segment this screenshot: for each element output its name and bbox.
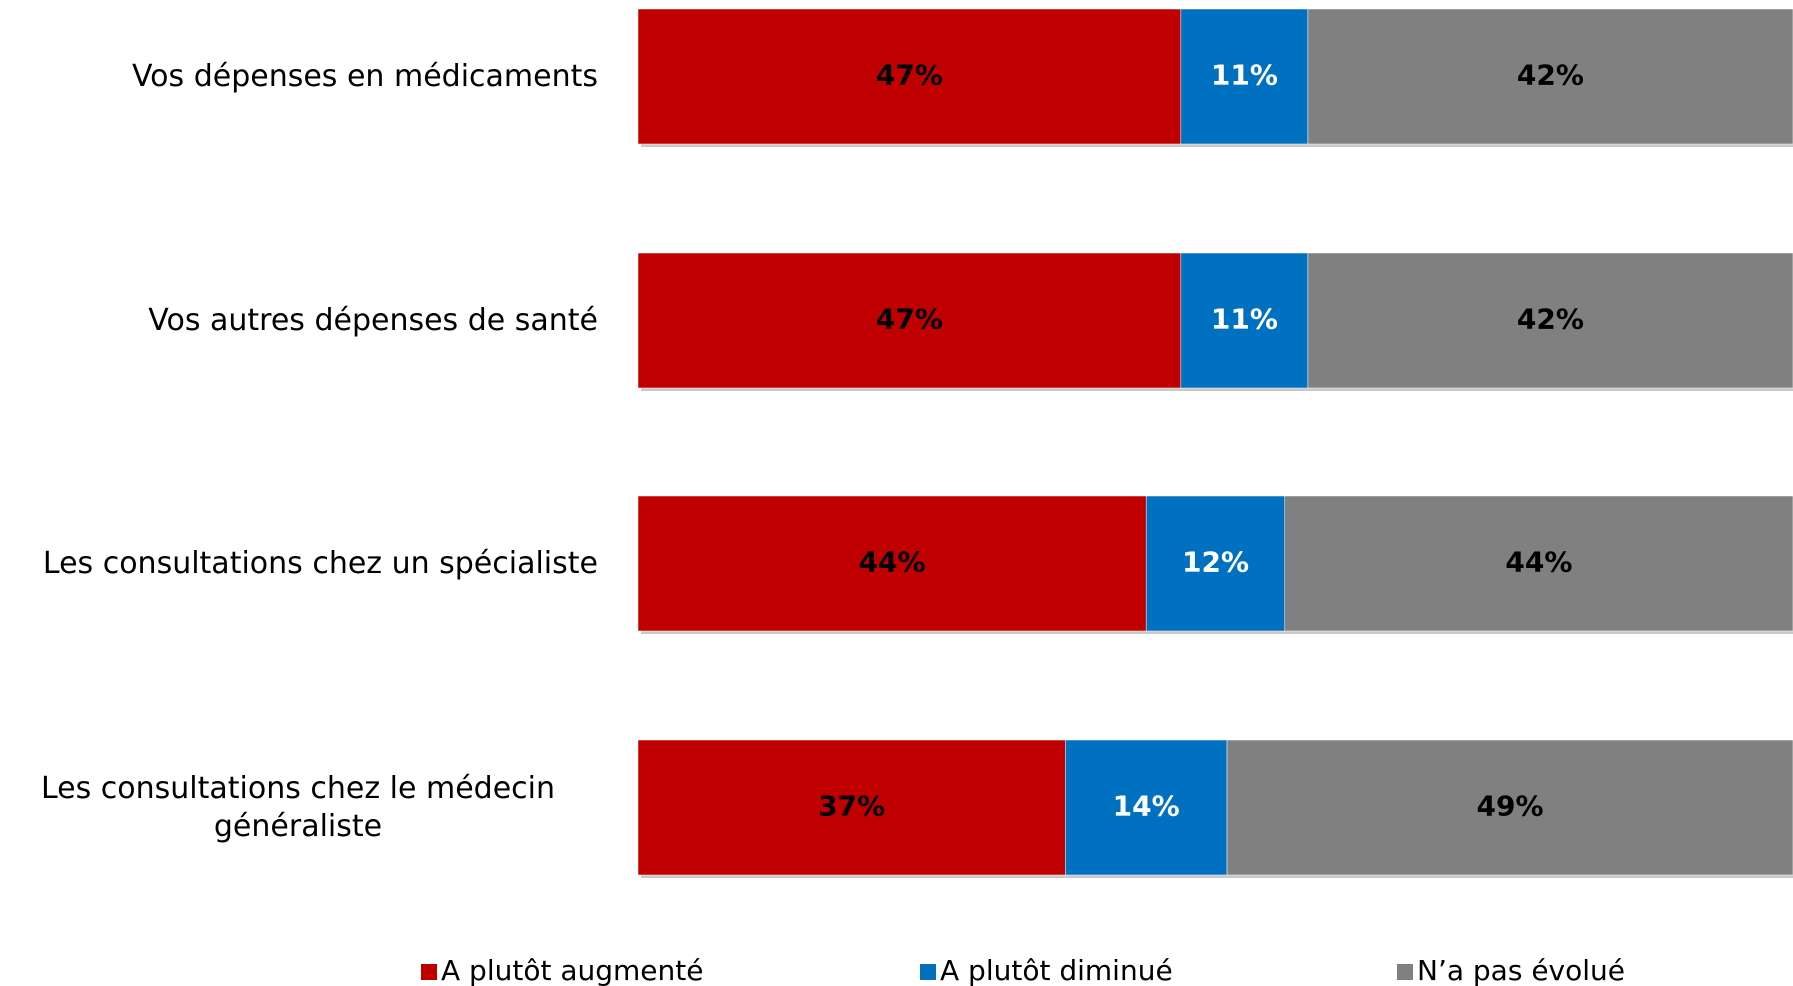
data-label: 42% (1517, 59, 1584, 92)
bar-segment (1145, 495, 1286, 632)
bar-segment (1284, 495, 1793, 632)
bar-segment (637, 8, 1182, 145)
data-label: 49% (1477, 790, 1544, 823)
category-text: Les consultations chez le médecin généra… (40, 770, 556, 844)
category-label: Les consultations chez un spécialiste (0, 496, 598, 631)
category-text: Vos dépenses en médicaments (131, 58, 598, 94)
data-label: 11% (1211, 59, 1278, 92)
bar-segment (637, 739, 1066, 876)
category-label: Vos dépenses en médicaments (0, 9, 598, 144)
data-label: 47% (876, 59, 943, 92)
data-label: 47% (876, 303, 943, 336)
data-label: 44% (1505, 546, 1572, 579)
legend-label: N’a pas évolué (1417, 954, 1625, 986)
data-label: 42% (1517, 303, 1584, 336)
bar-segment (1065, 739, 1228, 876)
legend-swatch (421, 964, 437, 980)
data-label: 14% (1113, 790, 1180, 823)
bar-segment (1307, 8, 1793, 145)
data-label: 11% (1211, 303, 1278, 336)
category-label: Les consultations chez le médecin généra… (0, 740, 598, 875)
data-label: 12% (1182, 546, 1249, 579)
bar-segment (637, 495, 1147, 632)
legend-swatch (920, 964, 936, 980)
bar-segment (637, 252, 1182, 389)
legend-swatch (1397, 964, 1413, 980)
bar-segment (1180, 252, 1309, 389)
data-label: 37% (818, 790, 885, 823)
category-text: Vos autres dépenses de santé (148, 302, 598, 338)
category-label: Vos autres dépenses de santé (0, 253, 598, 388)
category-text: Les consultations chez un spécialiste (42, 545, 598, 581)
legend-label: A plutôt diminué (940, 954, 1173, 986)
data-label: 44% (859, 546, 926, 579)
legend-label: A plutôt augmenté (441, 954, 703, 986)
bar-segment (1226, 739, 1793, 876)
bar-segment (1307, 252, 1793, 389)
